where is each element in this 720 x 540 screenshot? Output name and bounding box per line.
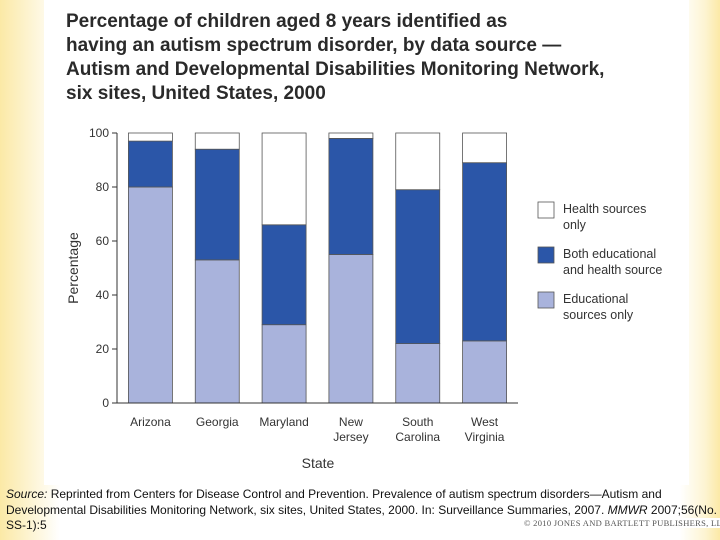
source-citation: Source: Reprinted from Centers for Disea… (6, 487, 718, 534)
x-tick-label: Jersey (333, 430, 368, 444)
y-tick-label: 20 (96, 342, 110, 356)
bar-segment (261, 224, 307, 326)
chart-title-line: having an autism spectrum disorder, by d… (66, 35, 562, 56)
bar-segment (328, 132, 374, 139)
legend-swatch (537, 246, 555, 264)
bar-segment (128, 132, 173, 142)
x-tick-label: South (402, 415, 433, 429)
y-tick-label: 80 (96, 180, 110, 194)
x-tick-label: New (339, 415, 363, 429)
bar-segment (395, 132, 441, 191)
chart-title-line: Autism and Developmental Disabilities Mo… (66, 59, 605, 80)
x-tick-label: Carolina (395, 430, 440, 444)
source-label: Source: (6, 487, 48, 501)
copyright-notice: © 2010 JONES AND BARTLETT PUBLISHERS, LL… (518, 518, 720, 528)
x-tick-label: Maryland (259, 415, 308, 429)
x-tick-label: Virginia (465, 430, 505, 444)
bar-segment (128, 186, 173, 404)
legend-label: Educational (563, 292, 628, 306)
y-tick-label: 40 (96, 288, 110, 302)
legend-label: Health sources (563, 202, 646, 216)
bar-segment (395, 343, 441, 404)
legend-label: Both educational (563, 247, 656, 261)
chart-title-line: Percentage of children aged 8 years iden… (66, 11, 508, 32)
bar-segment (194, 259, 240, 404)
y-tick-label: 0 (102, 396, 109, 410)
x-tick-label: West (471, 415, 499, 429)
bar-segment (328, 254, 374, 404)
x-axis-label: State (302, 455, 335, 471)
chart-title: Percentage of children aged 8 years iden… (66, 10, 686, 106)
legend-swatch (537, 291, 555, 309)
bar-segment (261, 324, 307, 404)
source-journal: MMWR (607, 502, 648, 517)
bar-segment (128, 140, 173, 188)
legend-label: only (563, 218, 587, 232)
bar-segment (261, 132, 307, 226)
bar-segment (462, 132, 507, 164)
legend-label: and health source (563, 263, 662, 277)
y-axis-label: Percentage (65, 232, 81, 304)
y-tick-label: 60 (96, 234, 110, 248)
bar-segment (194, 148, 240, 261)
bar-segment (328, 137, 374, 255)
x-tick-label: Arizona (130, 415, 171, 429)
source-text: Reprinted from Centers for Disease Contr… (6, 487, 662, 517)
chart-title-line: six sites, United States, 2000 (66, 83, 326, 104)
legend-label: sources only (563, 308, 634, 322)
bar-segment (395, 189, 441, 344)
x-tick-label: Georgia (196, 415, 239, 429)
legend-swatch (537, 201, 555, 219)
bar-segment (462, 340, 507, 404)
bar-segment (462, 162, 507, 342)
source-text-end: 2007;56(No. SS-1):5 (6, 502, 717, 533)
bar-segment (194, 132, 240, 150)
y-tick-label: 100 (89, 126, 109, 140)
